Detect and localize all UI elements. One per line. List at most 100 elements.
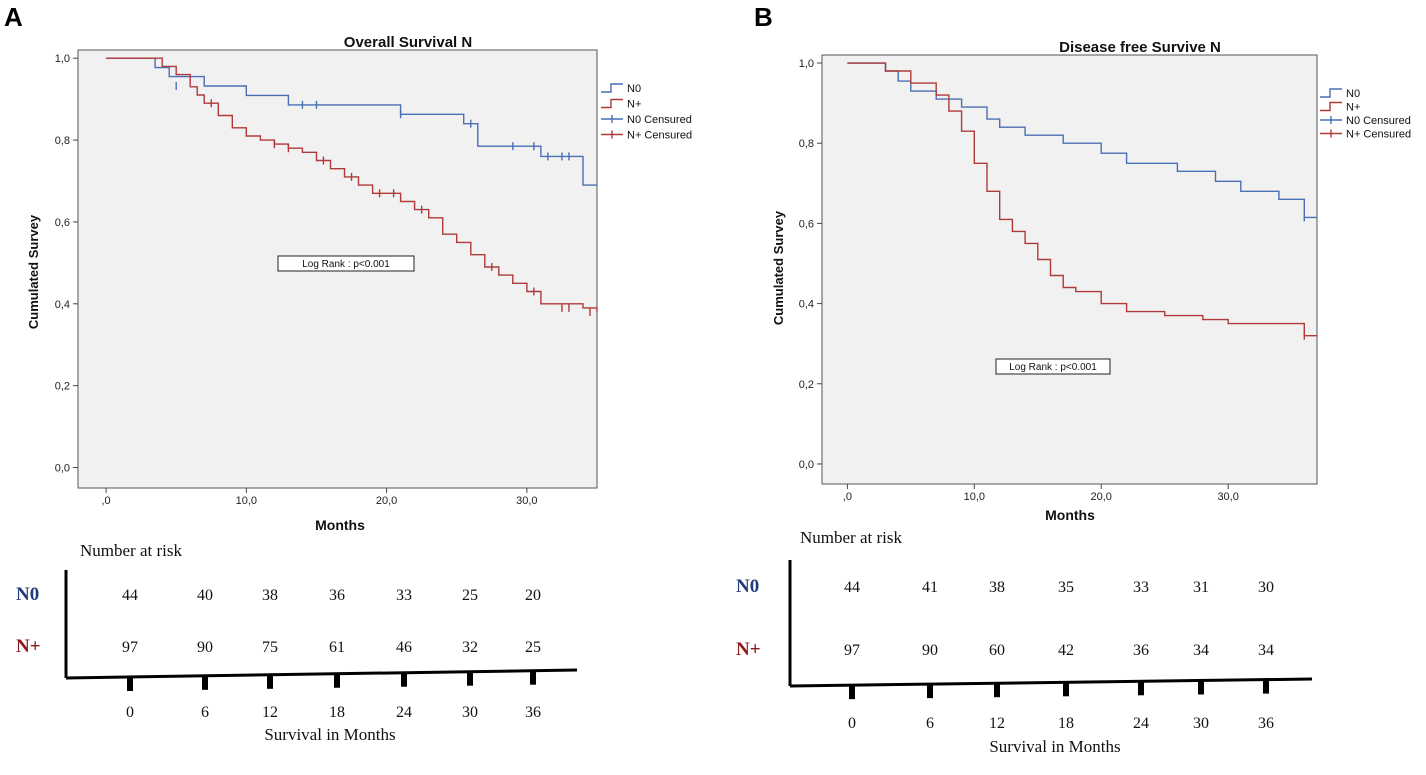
legend-label-a: N+ xyxy=(627,99,641,111)
legend-label-a: N0 Censured xyxy=(627,114,692,126)
legend-label-b: N0 Censured xyxy=(1346,115,1411,127)
risk-axis-baseline-a xyxy=(65,668,578,680)
risk-table-title-b: Number at risk xyxy=(800,528,902,547)
risk-time-label-a: 24 xyxy=(396,704,412,721)
risk-value-b: 90 xyxy=(922,642,938,659)
risk-axis-baseline-b xyxy=(789,677,1313,688)
risk-time-label-b: 18 xyxy=(1058,715,1074,732)
legend-label-b: N+ Censured xyxy=(1346,129,1411,141)
risk-row-label-nplus-a: N+ xyxy=(16,636,41,657)
y-tick-label-a: 0,4 xyxy=(55,299,70,311)
risk-time-tick-b xyxy=(1063,682,1069,697)
risk-time-label-b: 12 xyxy=(989,715,1005,732)
x-tick-label-a: ,0 xyxy=(101,495,110,507)
risk-time-label-a: 0 xyxy=(126,704,134,721)
risk-time-label-a: 6 xyxy=(201,704,209,721)
log-rank-text-b: Log Rank : p<0.001 xyxy=(1009,362,1097,373)
y-tick-label-a: 0,0 xyxy=(55,463,70,475)
y-tick-label-b: 1,0 xyxy=(799,58,814,70)
risk-value-a: 25 xyxy=(462,587,478,604)
risk-time-label-a: 12 xyxy=(262,704,278,721)
risk-table-title-a: Number at risk xyxy=(80,541,182,560)
legend-swatch-a xyxy=(601,83,623,93)
risk-value-a: 38 xyxy=(262,587,278,604)
legend-label-a: N0 xyxy=(627,83,641,95)
risk-time-label-b: 6 xyxy=(926,715,934,732)
risk-time-tick-a xyxy=(401,672,407,687)
x-tick-label-b: 20,0 xyxy=(1091,491,1112,503)
risk-time-label-a: 36 xyxy=(525,704,541,721)
risk-value-a: 25 xyxy=(525,639,541,656)
risk-value-b: 35 xyxy=(1058,579,1074,596)
risk-time-label-a: 18 xyxy=(329,704,345,721)
risk-value-b: 42 xyxy=(1058,642,1074,659)
risk-value-b: 33 xyxy=(1133,579,1149,596)
risk-time-tick-a xyxy=(530,670,536,685)
risk-time-label-b: 30 xyxy=(1193,715,1209,732)
risk-value-a: 44 xyxy=(122,587,138,604)
risk-time-tick-b xyxy=(1138,681,1144,696)
legend-swatch-a xyxy=(601,98,623,109)
plot-area-b xyxy=(821,54,1318,485)
risk-time-label-b: 24 xyxy=(1133,715,1149,732)
log-rank-box-b xyxy=(995,358,1111,375)
x-tick-label-a: 30,0 xyxy=(516,495,537,507)
km-curve-n0-a xyxy=(106,57,597,186)
panel-b-letter: B xyxy=(754,2,773,32)
risk-value-a: 36 xyxy=(329,587,345,604)
risk-value-a: 46 xyxy=(396,639,412,656)
risk-value-b: 31 xyxy=(1193,579,1209,596)
y-axis-label-a: Cumulated Survey xyxy=(26,214,41,329)
risk-time-tick-b xyxy=(994,683,1000,698)
risk-value-b: 34 xyxy=(1193,642,1209,659)
risk-time-tick-b xyxy=(927,684,933,699)
log-rank-text-a: Log Rank : p<0.001 xyxy=(302,259,390,270)
y-tick-label-a: 1,0 xyxy=(55,53,70,65)
legend-label-a: N+ Censured xyxy=(627,130,692,142)
y-tick-label-a: 0,8 xyxy=(55,135,70,147)
y-tick-label-b: 0,0 xyxy=(799,459,814,471)
km-curve-nplus-b xyxy=(847,62,1317,337)
risk-time-label-b: 0 xyxy=(848,715,856,732)
legend-label-b: N0 xyxy=(1346,88,1360,100)
risk-value-b: 38 xyxy=(989,579,1005,596)
risk-time-tick-b xyxy=(1198,680,1204,695)
log-rank-box-a xyxy=(277,255,415,272)
risk-value-a: 97 xyxy=(122,639,138,656)
x-tick-label-a: 10,0 xyxy=(236,495,257,507)
x-tick-label-b: 10,0 xyxy=(964,491,985,503)
risk-time-label-b: 36 xyxy=(1258,715,1274,732)
y-tick-label-b: 0,6 xyxy=(799,218,814,230)
y-tick-label-b: 0,8 xyxy=(799,138,814,150)
y-tick-label-a: 0,2 xyxy=(55,381,70,393)
risk-value-a: 75 xyxy=(262,639,278,656)
risk-value-a: 90 xyxy=(197,639,213,656)
legend-swatch-b xyxy=(1320,101,1342,112)
y-axis-label-b: Cumulated Survey xyxy=(771,210,786,325)
chart-title-a: Overall Survival N xyxy=(344,34,472,51)
risk-time-tick-a xyxy=(467,671,473,686)
risk-time-tick-b xyxy=(1263,679,1269,694)
x-axis-label-b: Months xyxy=(1045,507,1095,523)
x-axis-label-a: Months xyxy=(315,517,365,533)
risk-value-a: 32 xyxy=(462,639,478,656)
x-tick-label-b: ,0 xyxy=(843,491,852,503)
risk-value-a: 40 xyxy=(197,587,213,604)
risk-value-b: 44 xyxy=(844,579,860,596)
risk-x-axis-label-a: Survival in Months xyxy=(264,725,395,744)
legend-label-b: N+ xyxy=(1346,102,1360,114)
y-tick-label-a: 0,6 xyxy=(55,217,70,229)
risk-value-b: 97 xyxy=(844,642,860,659)
risk-x-axis-label-b: Survival in Months xyxy=(989,737,1120,756)
risk-row-label-nplus-b: N+ xyxy=(736,639,761,660)
risk-time-tick-b xyxy=(849,685,855,700)
risk-value-b: 36 xyxy=(1133,642,1149,659)
legend-swatch-b xyxy=(1320,88,1342,98)
risk-row-label-n0-b: N0 xyxy=(736,576,759,597)
km-curve-n0-b xyxy=(847,62,1317,219)
risk-value-a: 61 xyxy=(329,639,345,656)
x-tick-label-a: 20,0 xyxy=(376,495,397,507)
risk-time-tick-a xyxy=(202,675,208,690)
risk-row-label-n0-a: N0 xyxy=(16,584,39,605)
